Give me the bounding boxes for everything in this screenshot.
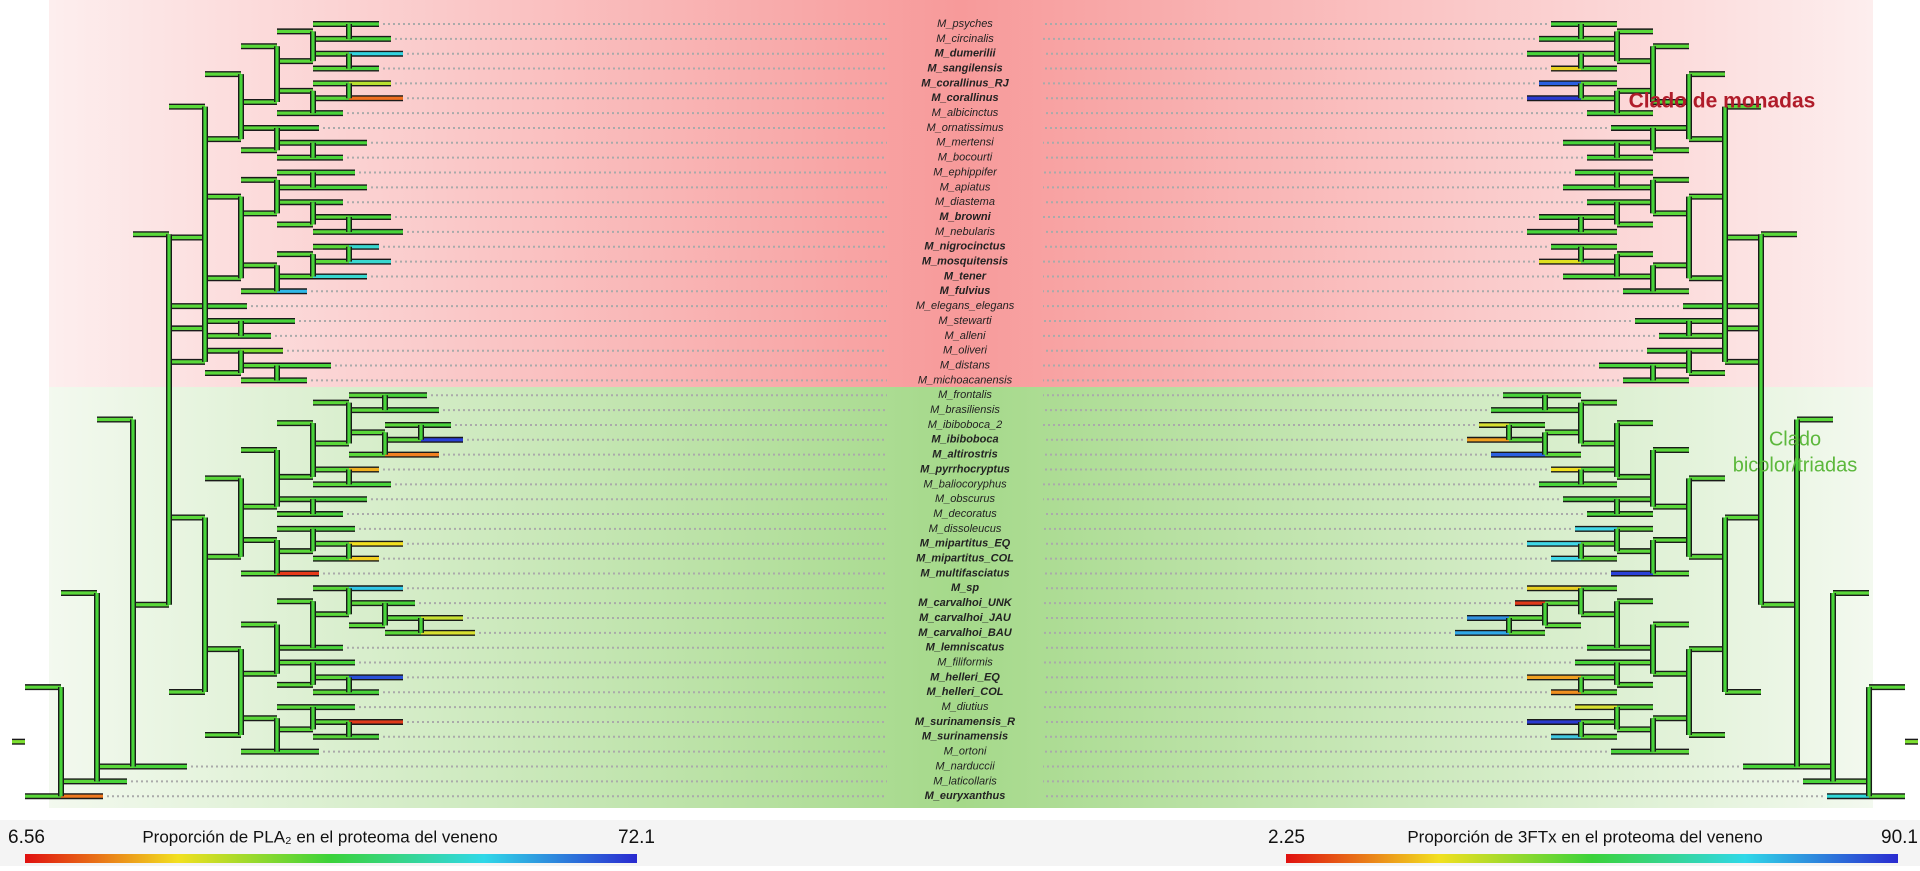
taxon-label: M_apiatus — [940, 181, 991, 193]
legend-max: 90.1 — [1881, 827, 1918, 848]
legend-min: 2.25 — [1268, 827, 1305, 848]
taxon-label: M_sangilensis — [927, 62, 1002, 74]
taxon-label: M_ornatissimus — [926, 122, 1004, 134]
taxon-label: M_diutius — [941, 701, 989, 713]
legend-title: Proporción de PLA₂ en el proteoma del ve… — [142, 827, 497, 846]
taxon-label: M_ibiboboca — [931, 434, 998, 446]
clade-label: bicolor/triadas — [1733, 454, 1858, 476]
taxon-label: M_mipartitus_COL — [916, 553, 1014, 565]
taxon-label: M_bocourti — [938, 152, 993, 164]
legend-title: Proporción de 3FTx en el proteoma del ve… — [1407, 827, 1762, 846]
monadas-region — [49, 0, 1873, 387]
taxon-label: M_surinamensis_R — [915, 716, 1015, 728]
taxon-label: M_laticollaris — [933, 775, 997, 787]
legend-min: 6.56 — [8, 827, 45, 848]
clade-label: Clado de monadas — [1629, 90, 1816, 113]
taxon-label: M_ortoni — [944, 746, 987, 758]
taxon-label: M_dissoleucus — [929, 523, 1002, 535]
taxon-label: M_multifasciatus — [920, 567, 1009, 579]
taxon-label: M_frontalis — [938, 389, 992, 401]
legend-max: 72.1 — [618, 827, 655, 848]
taxon-label: M_browni — [939, 211, 991, 223]
taxon-label: M_euryxanthus — [925, 790, 1006, 802]
taxon-label: M_corallinus — [931, 92, 998, 104]
taxon-label: M_stewarti — [938, 315, 992, 327]
taxon-label: M_nigrocinctus — [924, 241, 1005, 253]
taxon-label: M_carvalhoi_UNK — [918, 597, 1013, 609]
taxon-label: M_mosquitensis — [922, 256, 1008, 268]
taxon-label: M_distans — [940, 359, 991, 371]
taxon-label: M_carvalhoi_BAU — [918, 627, 1013, 639]
taxon-label: M_psyches — [937, 18, 993, 30]
trees — [12, 21, 1918, 800]
taxon-label: M_narduccii — [935, 760, 995, 772]
colorbar — [25, 854, 637, 863]
taxon-label: M_pyrrhocryptus — [920, 463, 1010, 475]
taxon-label: M_oliveri — [943, 345, 988, 357]
taxon-label: M_michoacanensis — [918, 374, 1013, 386]
taxon-label: M_ibiboboca_2 — [928, 419, 1003, 431]
taxon-label: M_ephippifer — [933, 166, 998, 178]
colorbar — [1286, 854, 1898, 863]
taxon-label: M_circinalis — [936, 33, 994, 45]
taxon-label: M_filiformis — [937, 656, 993, 668]
taxon-label: M_corallinus_RJ — [921, 77, 1009, 89]
taxon-label: M_mipartitus_EQ — [920, 538, 1011, 550]
taxon-label: M_albicinctus — [932, 107, 999, 119]
taxon-label: M_brasiliensis — [930, 404, 1000, 416]
taxon-labels: M_psyches M_circinalis M_dumerilii M_sangil… — [915, 18, 1015, 802]
taxon-label: M_diastema — [935, 196, 995, 208]
taxon-label: M_altirostris — [932, 449, 997, 461]
taxon-label: M_elegans_elegans — [916, 300, 1015, 312]
taxon-label: M_decoratus — [933, 508, 997, 520]
taxon-label: M_mertensi — [936, 137, 994, 149]
taxon-label: M_helleri_COL — [926, 686, 1003, 698]
taxon-label: M_tener — [944, 270, 987, 282]
taxon-label: M_helleri_EQ — [930, 671, 1000, 683]
taxon-label: M_lemniscatus — [926, 642, 1005, 654]
taxon-label: M_fulvius — [940, 285, 991, 297]
taxon-label: M_obscurus — [935, 493, 995, 505]
taxon-label: M_nebularis — [935, 226, 995, 238]
taxon-label: M_surinamensis — [922, 731, 1008, 743]
clade-label: Clado — [1769, 428, 1821, 450]
taxon-label: M_dumerilii — [934, 48, 996, 60]
taxon-label: M_sp — [951, 582, 979, 594]
taxon-label: M_alleni — [945, 330, 987, 342]
taxon-label: M_carvalhoi_JAU — [919, 612, 1012, 624]
taxon-label: M_baliocoryphus — [923, 478, 1007, 490]
